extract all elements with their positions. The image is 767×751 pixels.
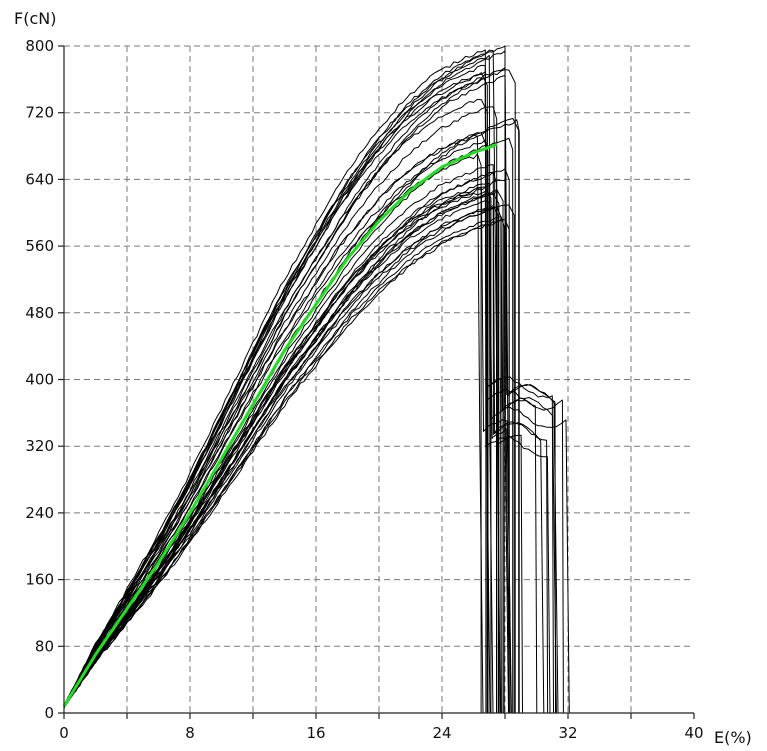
specimen-curve: [63, 186, 492, 713]
specimen-curve: [63, 200, 510, 714]
specimen-curve: [63, 139, 489, 713]
specimen-curve: [63, 182, 494, 714]
specimen-curve: [63, 164, 549, 714]
specimen-curve: [63, 219, 510, 713]
specimen-curve: [63, 132, 487, 713]
specimen-curve: [63, 205, 499, 713]
x-tick-label: 24: [432, 724, 451, 742]
specimen-curve: [63, 190, 554, 714]
specimen-curve: [63, 77, 502, 714]
specimen-curve: [63, 119, 520, 713]
y-tick-label: 480: [25, 304, 54, 322]
x-axis-title: E(%): [714, 728, 752, 747]
specimen-curve: [63, 189, 504, 713]
grid-lines: [64, 45, 694, 713]
mean-curve-layer: [62, 142, 498, 708]
specimen-curve: [63, 49, 501, 714]
specimen-curve: [63, 206, 502, 713]
specimen-curve: [63, 72, 488, 713]
specimen-curve: [63, 106, 498, 713]
specimen-curve: [63, 49, 551, 714]
specimen-curve: [63, 187, 512, 714]
y-tick-label: 800: [25, 37, 54, 55]
specimen-curve: [63, 204, 515, 713]
specimen-curve: [63, 206, 545, 714]
tick-labels: 0 80 160 240 320 400 480 560 640 720 800 0 8 16 24 32 40: [25, 37, 703, 742]
y-tick-label: 640: [25, 170, 54, 188]
x-tick-label: 16: [306, 724, 325, 742]
y-tick-label: 0: [44, 704, 54, 722]
specimen-curve: [63, 134, 484, 714]
specimen-curve: [63, 137, 514, 713]
y-tick-label: 400: [25, 371, 54, 389]
x-tick-label: 40: [684, 724, 703, 742]
y-tick-label: 320: [25, 437, 54, 455]
y-tick-label: 720: [25, 104, 54, 122]
x-tick-label: 32: [558, 724, 577, 742]
x-tick-label: 8: [185, 724, 195, 742]
y-tick-label: 560: [25, 237, 54, 255]
specimen-curves: [63, 45, 570, 714]
y-tick-label: 240: [25, 504, 54, 522]
specimen-curve: [63, 188, 523, 714]
y-tick-label: 160: [25, 571, 54, 589]
specimen-curve: [63, 219, 538, 714]
mean-curve: [62, 142, 498, 708]
y-axis-title: F(cN): [14, 9, 56, 28]
axis-ticks: [58, 45, 695, 719]
specimen-curve: [63, 75, 559, 714]
specimen-curve: [63, 171, 497, 713]
x-tick-label: 0: [59, 724, 69, 742]
y-tick-label: 80: [35, 637, 54, 655]
specimen-curve: [63, 192, 500, 713]
specimen-curve: [63, 98, 488, 713]
